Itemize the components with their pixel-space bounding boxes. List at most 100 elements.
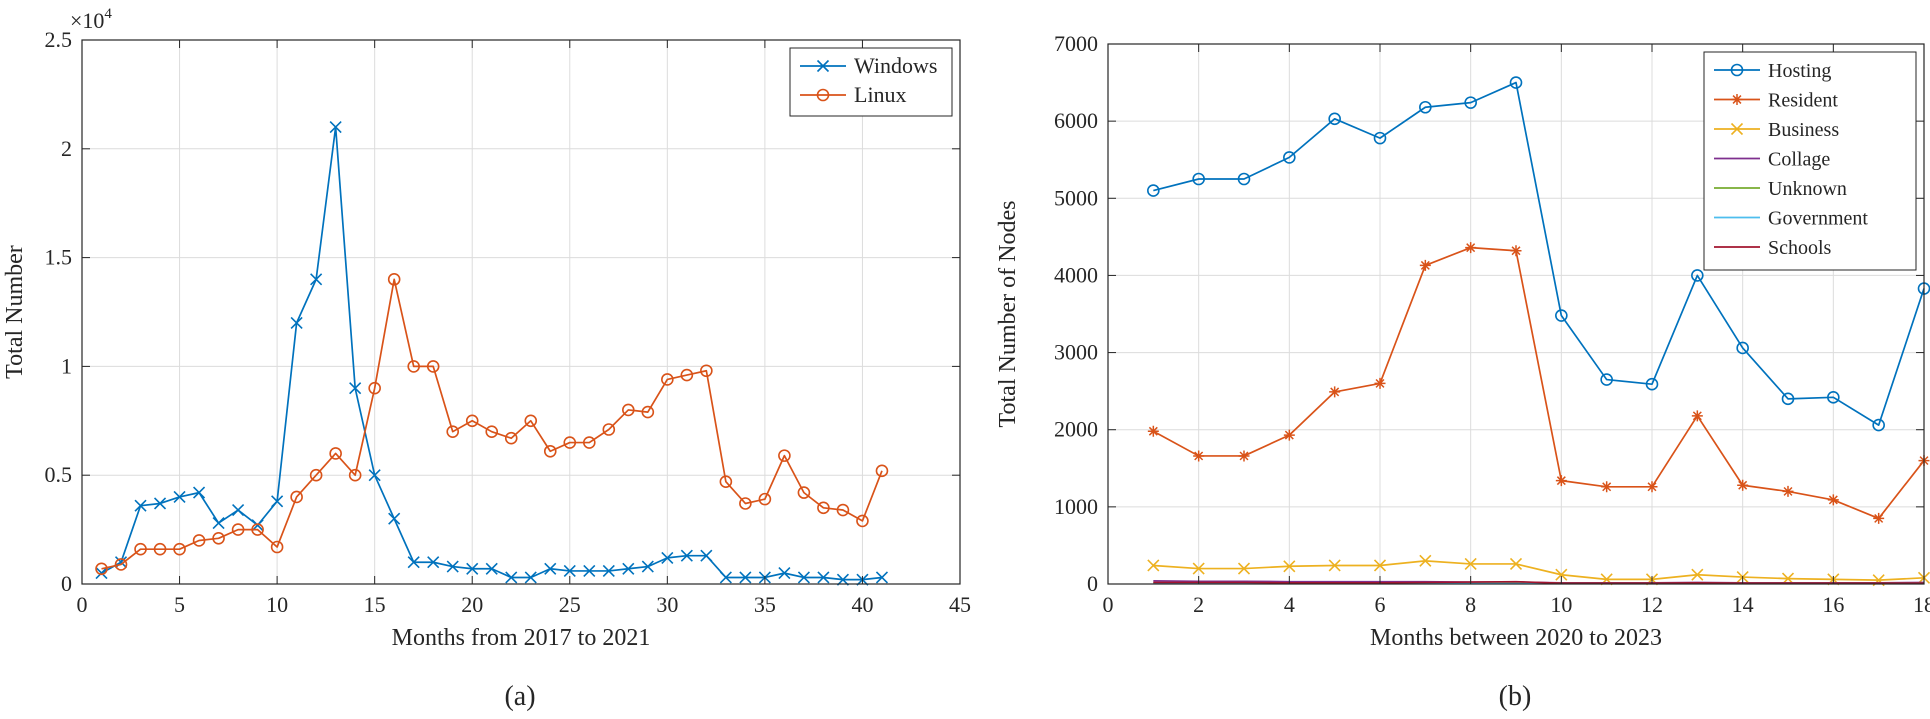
y-tick-label: 6000 <box>1054 108 1098 133</box>
y-tick-label: 5000 <box>1054 185 1098 210</box>
data-point <box>310 273 323 286</box>
x-tick-label: 8 <box>1465 592 1476 617</box>
x-tick-label: 20 <box>461 592 483 617</box>
data-point <box>1872 418 1885 432</box>
x-tick-label: 18 <box>1913 592 1930 617</box>
data-point <box>1782 485 1794 497</box>
data-point <box>329 447 342 460</box>
data-point <box>563 564 576 578</box>
data-point <box>1192 562 1205 575</box>
data-point <box>1283 151 1296 164</box>
y-tick-label: 7000 <box>1054 31 1098 56</box>
x-tick-label: 14 <box>1732 592 1754 617</box>
data-point <box>602 564 615 578</box>
data-point <box>1601 481 1613 493</box>
legend-item: Business <box>1714 119 1839 141</box>
data-point <box>1510 245 1522 257</box>
data-point <box>622 403 635 417</box>
data-point <box>739 571 752 584</box>
data-point <box>543 444 557 458</box>
axes-box <box>1107 43 1925 585</box>
data-point <box>778 449 791 462</box>
legend-label: Windows <box>854 53 937 78</box>
legend-label: Collage <box>1768 149 1830 171</box>
data-point <box>173 542 186 556</box>
data-point <box>329 120 342 134</box>
data-point <box>1419 100 1432 114</box>
data-point <box>504 431 518 445</box>
y-tick-label: 0 <box>1087 571 1098 596</box>
x-tick-label: 12 <box>1641 592 1663 617</box>
legend-label: Schools <box>1768 237 1832 259</box>
series-line <box>1153 81 1925 426</box>
data-point <box>758 492 772 506</box>
y-tick-label: 2 <box>61 136 72 161</box>
data-point <box>1147 559 1160 572</box>
data-point <box>1283 429 1295 441</box>
data-point <box>1555 568 1568 581</box>
y-tick-label: 2.5 <box>45 27 73 52</box>
data-point <box>251 523 264 536</box>
data-point <box>1329 386 1341 398</box>
data-point <box>719 571 732 584</box>
data-point <box>1465 242 1477 254</box>
data-point <box>700 549 713 562</box>
data-point <box>1509 557 1523 571</box>
series-line <box>1153 560 1925 581</box>
data-point <box>348 468 362 482</box>
data-point <box>817 501 830 515</box>
data-point <box>1419 259 1431 271</box>
data-point <box>153 497 167 510</box>
series-linux <box>95 273 889 576</box>
data-point <box>270 540 284 554</box>
axes-box <box>81 39 961 585</box>
data-point <box>446 560 459 573</box>
y-tick-label: 1000 <box>1054 494 1098 519</box>
data-point <box>407 360 420 373</box>
data-point <box>446 425 460 438</box>
chart-a: 0 5 10 15 20 25 30 35 40 45 0 0.5 1 1.5 2 2.5×104 Months… <box>2 6 971 712</box>
data-point <box>1147 184 1160 197</box>
data-point <box>465 414 479 428</box>
data-point <box>1373 131 1387 145</box>
data-point <box>368 469 381 482</box>
data-point <box>134 499 147 512</box>
data-point <box>1691 568 1704 581</box>
data-point <box>505 571 518 584</box>
x-tick-label: 15 <box>364 592 386 617</box>
data-point <box>232 503 245 517</box>
data-point <box>1691 269 1704 282</box>
data-point <box>1509 76 1523 89</box>
data-point <box>661 373 674 386</box>
data-point <box>797 571 810 584</box>
data-point <box>1737 479 1749 491</box>
legend-marker <box>816 59 830 73</box>
data-point <box>875 571 889 584</box>
data-point <box>1328 112 1341 126</box>
legend-box <box>1703 51 1917 271</box>
data-point <box>153 542 167 556</box>
data-point <box>271 495 284 508</box>
data-point <box>231 523 245 536</box>
data-point <box>1237 172 1251 186</box>
data-point <box>485 425 499 438</box>
data-point <box>1600 373 1613 386</box>
data-point <box>739 497 752 510</box>
data-point <box>544 562 557 575</box>
y-tick-label: 1 <box>61 353 72 378</box>
data-point <box>700 364 713 378</box>
panel-label: (b) <box>1499 681 1532 712</box>
legend-item: Unknown <box>1714 178 1847 200</box>
data-point <box>778 567 791 580</box>
data-point <box>368 381 381 395</box>
data-point <box>797 486 811 499</box>
x-tick-label: 2 <box>1193 592 1204 617</box>
x-axis-label: Months between 2020 to 2023 <box>1370 625 1662 651</box>
data-point <box>875 464 889 478</box>
data-point <box>680 368 694 382</box>
y-tick-label: 4000 <box>1054 262 1098 287</box>
y-tick-label: 0 <box>61 571 72 596</box>
legend-label: Government <box>1768 208 1868 230</box>
data-point <box>1192 172 1205 186</box>
